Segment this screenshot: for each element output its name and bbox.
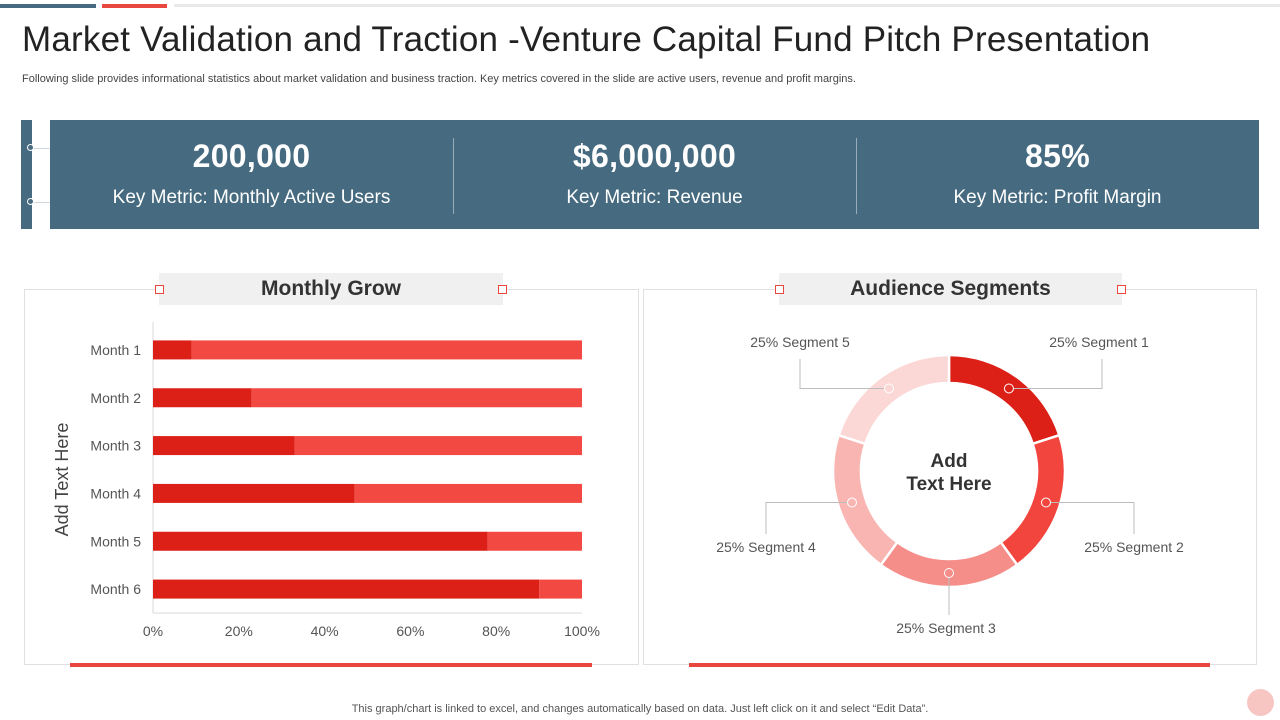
slide-title: Market Validation and Traction -Venture …	[22, 20, 1151, 59]
metric-label: Key Metric: Profit Margin	[953, 187, 1162, 208]
audience-segments-title: Audience Segments	[779, 273, 1122, 305]
title-marker-icon	[155, 285, 164, 294]
metric-revenue: $6,000,000 Key Metric: Revenue	[453, 120, 856, 229]
title-marker-icon	[498, 285, 507, 294]
slice-label: 25% Segment 2	[1084, 539, 1184, 555]
monthly-grow-chart[interactable]: Month 1 Month 2 Month 3 Month 4 Month 5 Month…	[25, 290, 638, 664]
slide-subtitle: Following slide provides informational s…	[22, 73, 856, 85]
slice-marker-icon	[944, 568, 954, 578]
audience-segments-chart[interactable]: 25% Segment 1 25% Segment 2 25% Segment 3 2…	[644, 290, 1256, 664]
metric-value: 200,000	[192, 138, 311, 174]
accent-dot-icon	[27, 144, 34, 151]
bar-segment[interactable]	[487, 531, 582, 551]
slice-label: 25% Segment 5	[750, 334, 850, 350]
bar-segment[interactable]	[153, 579, 540, 599]
x-tick-label: 80%	[482, 623, 510, 639]
slice-label: 25% Segment 4	[716, 539, 816, 555]
metric-value: $6,000,000	[572, 138, 737, 174]
metric-profit-margin: 85% Key Metric: Profit Margin	[856, 120, 1259, 229]
title-marker-icon	[1117, 285, 1126, 294]
bar-segment[interactable]	[153, 340, 192, 360]
slice-marker-icon	[1041, 497, 1052, 508]
bar-segment[interactable]	[153, 388, 252, 408]
top-accent-bar-red	[102, 4, 167, 8]
category-label: Month 4	[90, 485, 141, 501]
bar-segment[interactable]	[251, 388, 583, 408]
category-label: Month 6	[90, 581, 141, 597]
monthly-grow-title: Monthly Grow	[159, 273, 503, 305]
bar-segment[interactable]	[294, 436, 582, 456]
donut-slice[interactable]	[837, 353, 951, 446]
monthly-grow-panel: Month 1 Month 2 Month 3 Month 4 Month 5 Month…	[24, 289, 639, 665]
x-tick-label: 100%	[564, 623, 600, 639]
donut-slice[interactable]	[998, 433, 1067, 567]
title-marker-icon	[775, 285, 784, 294]
bar-segment[interactable]	[354, 483, 582, 503]
slice-marker-icon	[1003, 383, 1014, 394]
category-label: Month 1	[90, 342, 141, 358]
category-label: Month 2	[90, 390, 141, 406]
callout-line	[1046, 502, 1135, 534]
bar-segment[interactable]	[539, 579, 582, 599]
metrics-accent-strip	[21, 120, 72, 229]
bar-segment[interactable]	[153, 531, 488, 551]
metric-label: Key Metric: Revenue	[566, 187, 743, 208]
bar-segment[interactable]	[153, 483, 355, 503]
audience-segments-panel: 25% Segment 1 25% Segment 2 25% Segment 3 2…	[643, 289, 1257, 665]
slice-marker-icon	[846, 497, 857, 508]
slice-label: 25% Segment 1	[1049, 334, 1149, 350]
footnote: This graph/chart is linked to excel, and…	[351, 703, 929, 715]
panel-underline	[689, 663, 1210, 667]
x-tick-label: 0%	[143, 623, 163, 639]
bar-segment[interactable]	[191, 340, 583, 360]
slice-label: 25% Segment 3	[896, 620, 996, 636]
corner-circle-icon	[1247, 689, 1274, 716]
x-tick-label: 20%	[225, 623, 253, 639]
bar-segment[interactable]	[153, 436, 295, 456]
donut-slice[interactable]	[947, 353, 1061, 446]
category-label: Month 5	[90, 533, 141, 549]
accent-dot-icon	[27, 198, 34, 205]
top-accent-bar-light	[174, 4, 1280, 7]
donut-center-text: Add	[931, 451, 968, 472]
callout-line	[765, 502, 852, 534]
metric-value: 85%	[1025, 138, 1090, 174]
metric-monthly-active-users: 200,000 Key Metric: Monthly Active Users	[50, 120, 453, 229]
x-tick-label: 60%	[396, 623, 424, 639]
donut-slice[interactable]	[831, 433, 900, 567]
metric-label: Key Metric: Monthly Active Users	[112, 187, 391, 208]
callout-line	[799, 359, 890, 389]
slice-marker-icon	[884, 383, 895, 394]
key-metrics-band: 200,000 Key Metric: Monthly Active Users…	[50, 120, 1259, 229]
y-axis-label: Add Text Here	[52, 423, 72, 537]
category-label: Month 3	[90, 438, 141, 454]
top-accent-bar-dark	[0, 4, 96, 8]
x-tick-label: 40%	[311, 623, 339, 639]
panel-underline	[70, 663, 592, 667]
donut-center-text: Text Here	[906, 474, 991, 495]
